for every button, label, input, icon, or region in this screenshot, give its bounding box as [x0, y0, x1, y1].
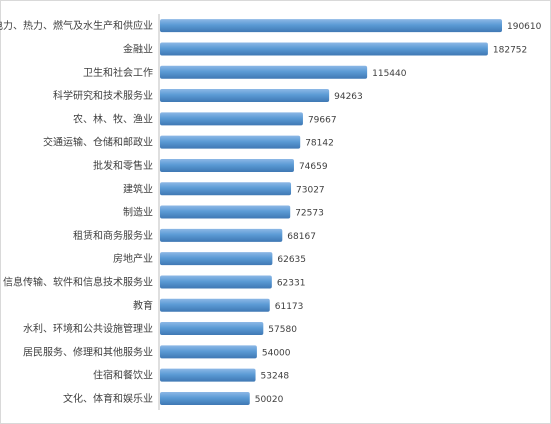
value-label-9: 68167 — [287, 232, 316, 242]
bar-2 — [160, 65, 368, 79]
category-label-7: 建筑业 — [123, 182, 153, 195]
category-label-1: 金融业 — [123, 42, 153, 55]
value-labels: 190610 182752 115440 94263 79667 78142 74659 73… — [255, 22, 542, 405]
value-label-1: 182752 — [493, 45, 527, 55]
value-label-11: 62331 — [277, 278, 306, 288]
value-label-13: 57580 — [268, 325, 297, 335]
category-label-8: 制造业 — [123, 206, 153, 219]
bar-5 — [160, 135, 301, 149]
value-label-7: 73027 — [296, 185, 325, 195]
category-label-10: 房地产业 — [113, 252, 153, 265]
category-label-9: 租赁和商务服务业 — [73, 229, 153, 242]
bar-6 — [160, 158, 294, 172]
category-label-16: 文化、体育和娱乐业 — [63, 392, 153, 405]
bar-0 — [160, 19, 502, 33]
bar-1 — [160, 42, 488, 56]
category-label-13: 水利、环境和公共设施管理业 — [23, 322, 153, 335]
bar-3 — [160, 89, 330, 103]
category-label-14: 居民服务、修理和其他服务业 — [23, 345, 153, 358]
category-label-3: 科学研究和技术服务业 — [53, 89, 153, 102]
category-label-6: 批发和零售业 — [93, 159, 153, 172]
value-label-16: 50020 — [255, 395, 284, 405]
bar-16 — [160, 391, 250, 405]
value-label-0: 190610 — [507, 22, 542, 32]
category-label-5: 交通运输、仓储和邮政业 — [43, 136, 153, 149]
value-label-3: 94263 — [334, 92, 363, 102]
value-label-10: 62635 — [277, 255, 306, 265]
category-label-11: 信息传输、软件和信息技术服务业 — [3, 275, 153, 288]
bar-9 — [160, 228, 283, 242]
bar-10 — [160, 252, 273, 266]
bar-8 — [160, 205, 291, 219]
bar-11 — [160, 275, 272, 289]
value-label-6: 74659 — [299, 162, 328, 172]
value-label-8: 72573 — [295, 209, 324, 219]
category-label-12: 教育 — [133, 299, 153, 312]
value-label-12: 61173 — [275, 302, 304, 312]
category-labels: 电力、热力、燃气及水生产和供应业金融业卫生和社会工作科学研究和技术服务业农、林、… — [0, 19, 153, 405]
bar-7 — [160, 182, 292, 196]
value-label-14: 54000 — [262, 348, 291, 358]
bar-12 — [160, 298, 270, 312]
value-label-5: 78142 — [305, 139, 334, 149]
bar-4 — [160, 112, 303, 126]
category-label-2: 卫生和社会工作 — [83, 66, 153, 79]
category-label-0: 电力、热力、燃气及水生产和供应业 — [0, 19, 153, 32]
category-label-15: 住宿和餐饮业 — [93, 369, 153, 382]
bar-13 — [160, 322, 264, 336]
value-label-4: 79667 — [308, 115, 337, 125]
bars-layer — [160, 19, 502, 405]
category-label-4: 农、林、牧、渔业 — [73, 112, 153, 125]
value-label-15: 53248 — [261, 372, 290, 382]
value-label-2: 115440 — [372, 69, 407, 79]
bar-15 — [160, 368, 256, 382]
bar-14 — [160, 345, 257, 359]
